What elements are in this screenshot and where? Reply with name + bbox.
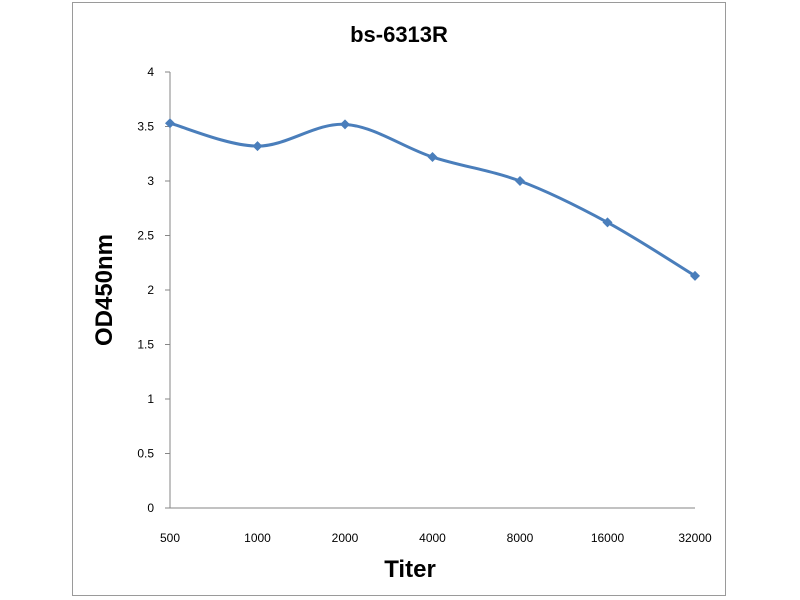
x-tick-label: 8000 [507,531,534,545]
chart-title: bs-6313R [350,22,448,47]
chart-frame [72,2,726,596]
y-tick-label: 0.5 [137,447,154,461]
y-tick-label: 2 [147,283,154,297]
y-axis-title: OD450nm [91,234,118,346]
x-tick-label: 32000 [678,531,712,545]
x-tick-label: 16000 [591,531,625,545]
x-axis-title: Titer [384,556,436,583]
x-tick-label: 2000 [332,531,359,545]
y-tick-label: 3.5 [137,120,154,134]
y-tick-label: 4 [147,65,154,79]
data-point-marker [165,118,175,129]
data-point-marker [515,176,525,186]
y-tick-label: 3 [147,174,154,188]
x-tick-label: 4000 [419,531,446,545]
data-point-marker [427,152,438,163]
data-point-marker [690,270,700,281]
series-line [169,121,696,278]
y-tick-label: 2.5 [137,229,154,243]
data-point-marker [602,217,613,228]
plot-area: 0 0.5 1 1.5 2 2.5 3 3.5 4 500 1000 2000 4000 8000 1600… [137,65,712,545]
x-tick-label: 500 [160,531,180,545]
y-tick-label: 1 [147,392,154,406]
y-tick-label: 1.5 [137,338,154,352]
x-tick-label: 1000 [244,531,271,545]
y-tick-label: 0 [147,501,154,515]
data-point-marker [340,119,350,130]
data-point-marker [252,141,263,152]
